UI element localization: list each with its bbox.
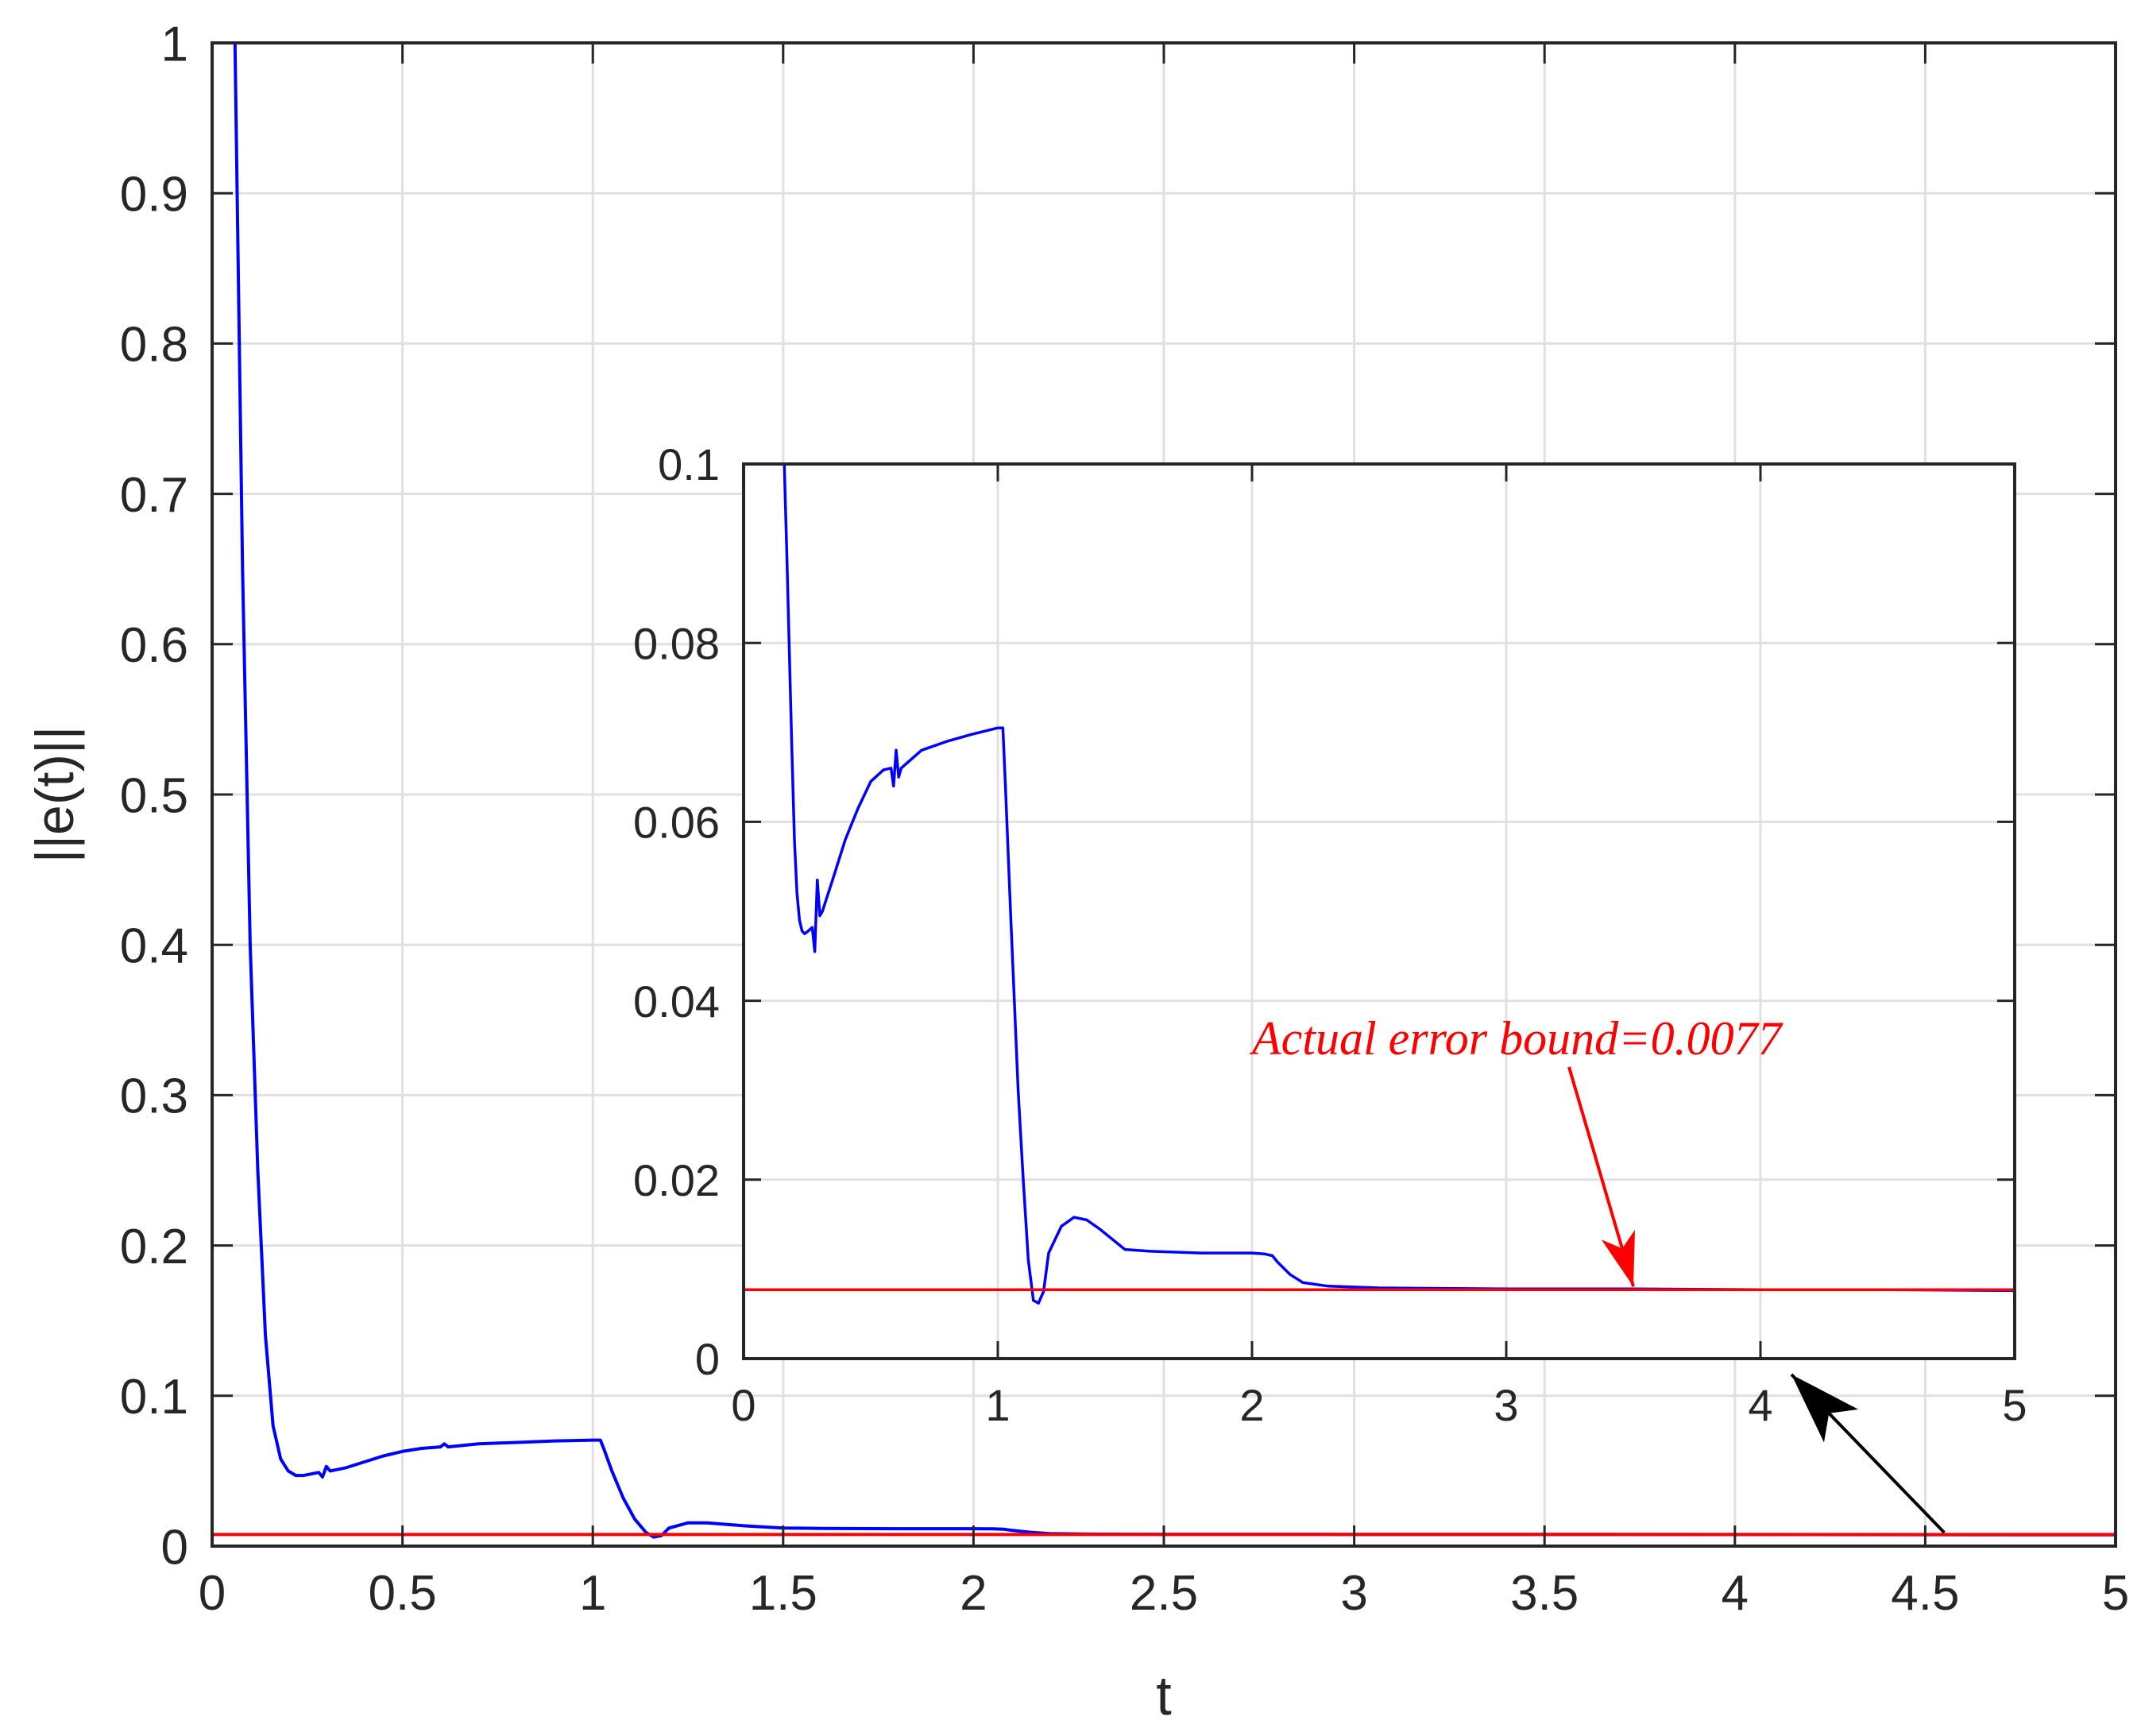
- inset-x-tick-label: 1: [985, 1380, 1010, 1430]
- main-x-tick-label: 5: [2102, 1566, 2129, 1621]
- main-y-tick-label: 0: [161, 1520, 188, 1575]
- main-x-tick-label: 4.5: [1891, 1566, 1959, 1621]
- error-bound-annotation: Actual error bound=0.0077: [1249, 1012, 1784, 1065]
- main-y-tick-label: 0.9: [120, 168, 188, 222]
- inset-x-tick-label: 0: [731, 1380, 756, 1430]
- inset-x-tick-label: 2: [1239, 1380, 1264, 1430]
- inset-x-tick-label: 4: [1748, 1380, 1772, 1430]
- inset-plot-area: [744, 464, 2015, 1359]
- inset-plot: 0 1 2 3 4 5 0 0.02 0.04 0.06 0.08 0.1 Actual error b…: [633, 439, 2027, 1430]
- main-y-tick-label: 0.2: [120, 1220, 188, 1274]
- main-x-tick-label: 2.5: [1130, 1566, 1198, 1621]
- main-x-tick-label: 4: [1722, 1566, 1749, 1621]
- main-x-tick-label: 3: [1340, 1566, 1367, 1621]
- main-x-tick-label: 1: [579, 1566, 606, 1621]
- main-y-tick-label: 0.8: [120, 318, 188, 373]
- inset-y-tick-label: 0.06: [633, 798, 720, 848]
- main-y-tick-label: 0.5: [120, 768, 188, 823]
- main-y-tick-label: 0.4: [120, 919, 188, 974]
- inset-series-line-0: [783, 463, 2015, 1305]
- main-y-tick-label: 1: [161, 17, 188, 72]
- main-x-tick-label: 1.5: [749, 1566, 817, 1621]
- inset-y-tick-label: 0.1: [658, 439, 720, 489]
- inset-y-tick-label: 0.04: [633, 976, 720, 1027]
- main-y-axis-label: ||e(t)||: [25, 726, 85, 864]
- main-x-tick-label: 0.5: [368, 1566, 436, 1621]
- main-x-tick-label: 3.5: [1510, 1566, 1579, 1621]
- main-x-tick-label: 2: [960, 1566, 987, 1621]
- zoom-link-arrow: [1790, 1373, 1946, 1534]
- main-x-axis-label: t: [1156, 1664, 1171, 1726]
- annotation-arrow-head: [1601, 1229, 1635, 1287]
- inset-axes-frame: [742, 462, 2016, 1360]
- zoom-link-arrow-head: [1791, 1374, 1859, 1443]
- main-y-tick-label: 0.7: [120, 468, 188, 523]
- main-y-tick-label: 0.3: [120, 1069, 188, 1124]
- main-y-tick-label: 0.6: [120, 618, 188, 673]
- inset-x-tick-label: 3: [1494, 1380, 1518, 1430]
- inset-x-tick-label: 5: [2002, 1380, 2027, 1430]
- inset-y-tick-label: 0.02: [633, 1155, 720, 1205]
- inset-y-tick-label: 0.08: [633, 618, 720, 668]
- main-x-tick-label: 0: [199, 1566, 226, 1621]
- inset-y-tick-label: 0: [695, 1334, 720, 1384]
- main-series-line-0: [233, 42, 2116, 1539]
- main-y-tick-label: 0.1: [120, 1370, 188, 1425]
